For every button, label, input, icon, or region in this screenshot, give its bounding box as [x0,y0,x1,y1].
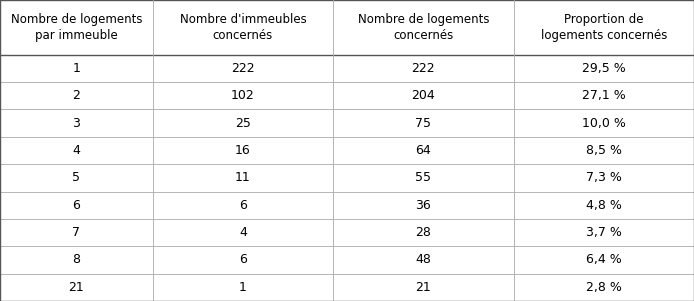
Text: 75: 75 [415,116,432,130]
Text: 4: 4 [239,226,247,239]
Text: 222: 222 [412,62,435,75]
Text: 7: 7 [72,226,81,239]
Text: Proportion de
logements concernés: Proportion de logements concernés [541,13,667,42]
Text: 28: 28 [416,226,431,239]
Text: 5: 5 [72,171,81,185]
Text: 3,7 %: 3,7 % [586,226,622,239]
Text: 11: 11 [235,171,251,185]
Text: 204: 204 [412,89,435,102]
Text: 27,1 %: 27,1 % [582,89,626,102]
Text: 2: 2 [72,89,81,102]
Text: 7,3 %: 7,3 % [586,171,622,185]
Text: 21: 21 [69,281,84,294]
Text: 8: 8 [72,253,81,266]
Text: 55: 55 [415,171,432,185]
Text: 36: 36 [416,199,431,212]
Text: 8,5 %: 8,5 % [586,144,622,157]
Text: 29,5 %: 29,5 % [582,62,626,75]
Text: 1: 1 [239,281,247,294]
Text: Nombre d'immeubles
concernés: Nombre d'immeubles concernés [180,13,306,42]
Text: 6: 6 [239,253,247,266]
Text: 21: 21 [416,281,431,294]
Text: 6: 6 [72,199,81,212]
Text: 6,4 %: 6,4 % [586,253,622,266]
Text: 1: 1 [72,62,81,75]
Text: 64: 64 [416,144,431,157]
Text: 16: 16 [235,144,251,157]
Text: 10,0 %: 10,0 % [582,116,626,130]
Text: 4,8 %: 4,8 % [586,199,622,212]
Text: 4: 4 [72,144,81,157]
Text: Nombre de logements
concernés: Nombre de logements concernés [357,13,489,42]
Text: 3: 3 [72,116,81,130]
Text: 2,8 %: 2,8 % [586,281,622,294]
Text: 222: 222 [231,62,255,75]
Text: 25: 25 [235,116,251,130]
Text: 48: 48 [416,253,431,266]
Text: 102: 102 [231,89,255,102]
Text: Nombre de logements
par immeuble: Nombre de logements par immeuble [10,13,142,42]
Text: 6: 6 [239,199,247,212]
